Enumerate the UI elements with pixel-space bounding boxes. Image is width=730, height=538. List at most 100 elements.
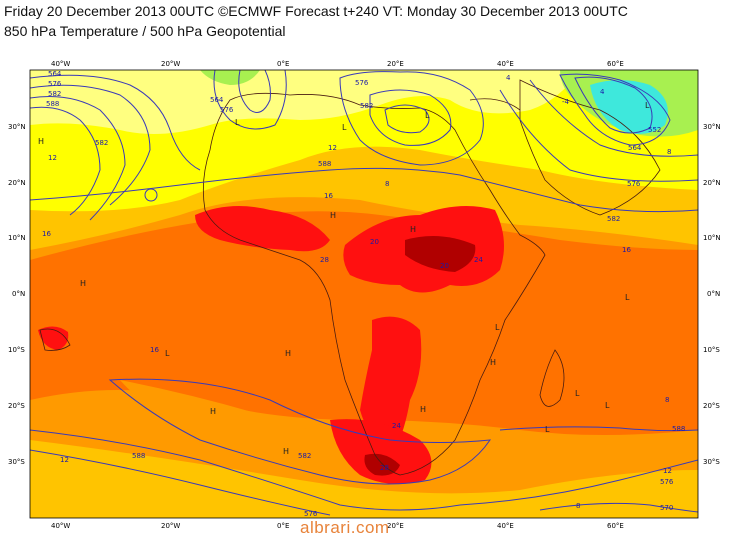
lat-label-20n-left: 20°N	[8, 179, 26, 187]
lat-label-20n-right: 20°N	[703, 179, 721, 187]
lat-labels-left: 30°N 20°N 10°N 0°N 10°S 20°S 30°S	[8, 123, 26, 466]
contour-label: 16	[42, 230, 51, 238]
lat-label-0n-left: 0°N	[12, 290, 25, 298]
contour-label: 582	[95, 139, 108, 147]
lon-labels-top: 40°W 20°W 0°E 20°E 40°E 60°E	[51, 60, 624, 68]
low-marker: L	[235, 118, 240, 127]
contour-label: 564	[628, 144, 642, 152]
watermark: albrari.com	[300, 518, 390, 537]
high-marker: H	[283, 447, 289, 456]
lon-label-20w-bottom: 20°W	[161, 522, 180, 530]
contour-label: 4	[506, 74, 511, 82]
high-marker: H	[38, 137, 44, 146]
lon-label-20e-bottom: 20°E	[387, 522, 404, 530]
contour-label: 16	[324, 192, 333, 200]
contour-label: 24	[392, 422, 401, 430]
high-marker: H	[210, 407, 216, 416]
contour-label: 576	[627, 180, 641, 188]
low-marker: L	[342, 123, 347, 132]
lat-label-30n-right: 30°N	[703, 123, 721, 131]
contour-label: 12	[60, 456, 69, 464]
contour-label: 582	[607, 215, 620, 223]
contour-label: 588	[672, 425, 685, 433]
contour-label: 588	[318, 160, 331, 168]
contour-label: 576	[355, 79, 369, 87]
contour-label: 12	[48, 154, 57, 162]
chart-title: Friday 20 December 2013 00UTC ©ECMWF For…	[4, 3, 628, 19]
lat-label-10s-right: 10°S	[703, 346, 720, 354]
contour-label: -4	[562, 98, 570, 106]
contour-labels: 564 576 582 588 564 576 582 588 576 582 …	[42, 70, 685, 518]
low-marker: L	[495, 323, 500, 332]
contour-label: 564	[48, 70, 62, 78]
map-frame	[29, 69, 699, 519]
lat-label-10s-left: 10°S	[8, 346, 25, 354]
lon-label-40w-top: 40°W	[51, 60, 70, 68]
lon-label-60e-top: 60°E	[607, 60, 624, 68]
contour-label: 576	[48, 80, 62, 88]
contour-label: 20	[370, 238, 379, 246]
lon-labels-bottom: 40°W 20°W 0°E 20°E 40°E 60°E	[51, 522, 624, 530]
contour-label: 576	[220, 106, 234, 114]
lon-label-20w-top: 20°W	[161, 60, 180, 68]
contour-label: 588	[132, 452, 145, 460]
high-marker: H	[410, 225, 416, 234]
contour-label: 8	[576, 502, 580, 510]
contour-label: 12	[328, 144, 337, 152]
high-marker: H	[420, 405, 426, 414]
contour-label: 582	[48, 90, 61, 98]
low-marker: L	[425, 111, 430, 120]
lat-label-30s-left: 30°S	[8, 458, 25, 466]
contour-label: 24	[474, 256, 483, 264]
high-marker: H	[490, 358, 496, 367]
contour-label: 570	[660, 504, 673, 512]
low-marker: L	[605, 401, 610, 410]
contour-label: 8	[665, 396, 669, 404]
low-marker: L	[645, 101, 650, 110]
contour-label: 16	[150, 346, 159, 354]
high-marker: H	[80, 279, 86, 288]
contour-label: 20	[440, 262, 449, 270]
lat-label-30s-right: 30°S	[703, 458, 720, 466]
temperature-field	[30, 70, 698, 518]
contour-label: 8	[385, 180, 389, 188]
low-marker: L	[545, 425, 550, 434]
lat-label-10n-left: 10°N	[8, 234, 26, 242]
low-marker: L	[165, 349, 170, 358]
contour-label: 576	[304, 510, 318, 518]
lon-label-20e-top: 20°E	[387, 60, 404, 68]
lat-label-0n-right: 0°N	[707, 290, 720, 298]
lat-labels-right: 30°N 20°N 10°N 0°N 10°S 20°S 30°S	[703, 123, 721, 466]
high-marker: H	[285, 349, 291, 358]
geopotential-contours	[30, 70, 698, 516]
lon-label-40e-top: 40°E	[497, 60, 514, 68]
lat-label-30n-left: 30°N	[8, 123, 26, 131]
contour-label: 28	[380, 464, 389, 472]
lon-label-40e-bottom: 40°E	[497, 522, 514, 530]
contour-label: 16	[622, 246, 631, 254]
contour-label: 28	[320, 256, 329, 264]
contour-label: 588	[46, 100, 59, 108]
contour-label: 12	[663, 467, 672, 475]
contour-label: 582	[298, 452, 311, 460]
lon-label-0e-top: 0°E	[277, 60, 289, 68]
coastlines	[39, 79, 661, 476]
contour-label: 8	[667, 148, 671, 156]
contour-label: 4	[600, 88, 605, 96]
contour-label: 582	[360, 102, 373, 110]
contour-label: 552	[648, 126, 661, 134]
lon-label-40w-bottom: 40°W	[51, 522, 70, 530]
low-marker: L	[575, 389, 580, 398]
lat-label-20s-left: 20°S	[8, 402, 25, 410]
chart-subtitle: 850 hPa Temperature / 500 hPa Geopotenti…	[4, 23, 286, 39]
lat-label-20s-right: 20°S	[703, 402, 720, 410]
pressure-centres: H H H H H H H H H L L L L L L L L L L	[38, 101, 650, 456]
lat-label-10n-right: 10°N	[703, 234, 721, 242]
low-marker: L	[625, 293, 630, 302]
contour-label: 576	[660, 478, 674, 486]
high-marker: H	[330, 211, 336, 220]
contour-label: 564	[210, 96, 224, 104]
lon-label-0e-bottom: 0°E	[277, 522, 289, 530]
lon-label-60e-bottom: 60°E	[607, 522, 624, 530]
